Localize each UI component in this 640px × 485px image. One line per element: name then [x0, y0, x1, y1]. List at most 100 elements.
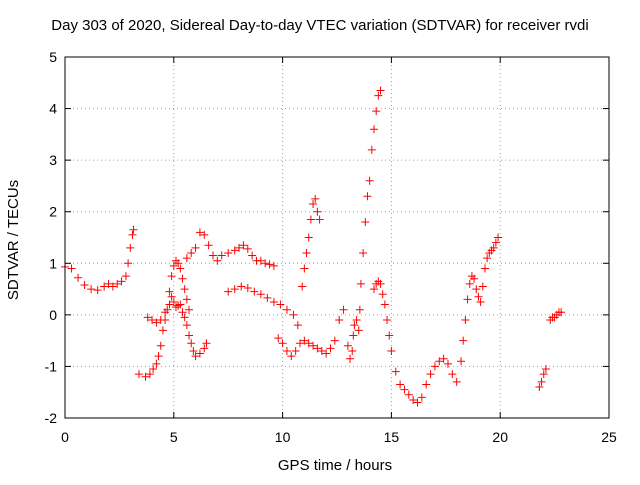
data-point: [256, 290, 265, 299]
data-point: [489, 243, 498, 252]
y-tick-label: 3: [49, 152, 57, 168]
data-point: [128, 230, 137, 239]
y-tick-label: 4: [49, 101, 57, 117]
y-axis-title: SDTVAR / TECUs: [5, 180, 22, 300]
y-tick-label: 5: [49, 49, 57, 65]
data-point: [343, 341, 352, 350]
data-point: [204, 241, 213, 250]
data-point: [476, 297, 485, 306]
data-point: [480, 264, 489, 273]
data-point: [298, 282, 307, 291]
data-point: [537, 377, 546, 386]
data-point: [435, 357, 444, 366]
data-point: [302, 248, 311, 257]
data-point: [354, 326, 363, 335]
data-point: [169, 297, 178, 306]
data-point: [361, 218, 370, 227]
data-point: [174, 301, 183, 310]
data-point: [189, 346, 198, 355]
data-point: [282, 305, 291, 314]
x-tick-label: 25: [601, 429, 617, 445]
data-point: [330, 336, 339, 345]
data-point: [185, 305, 194, 314]
data-point: [385, 331, 394, 340]
data-point: [74, 273, 83, 282]
data-point: [457, 357, 466, 366]
x-tick-label: 15: [384, 429, 400, 445]
data-point: [391, 367, 400, 376]
data-point: [365, 176, 374, 185]
data-point: [202, 339, 211, 348]
data-point: [174, 259, 183, 268]
data-point: [539, 370, 548, 379]
chart-title: Day 303 of 2020, Sidereal Day-to-day VTE…: [51, 17, 588, 34]
data-point: [148, 316, 157, 325]
data-point: [313, 207, 322, 216]
data-point: [169, 261, 178, 270]
data-point: [474, 292, 483, 301]
data-point: [224, 248, 233, 257]
data-point: [430, 362, 439, 371]
data-point: [404, 390, 413, 399]
data-point: [265, 260, 274, 269]
data-point: [104, 279, 113, 288]
data-point: [167, 292, 176, 301]
data-point: [230, 246, 239, 255]
data-point: [243, 284, 252, 293]
data-point: [369, 285, 378, 294]
data-point: [178, 308, 187, 317]
data-point: [237, 282, 246, 291]
data-point: [176, 264, 185, 273]
data-point: [470, 274, 479, 283]
data-point: [156, 316, 165, 325]
data-point: [287, 352, 296, 361]
data-point: [369, 125, 378, 134]
plot-frame: [64, 56, 610, 419]
y-tick-label: -2: [45, 410, 58, 426]
data-point: [346, 354, 355, 363]
data-point: [448, 370, 457, 379]
data-point: [417, 393, 426, 402]
data-point: [311, 194, 320, 203]
data-point: [108, 282, 117, 291]
data-point: [195, 228, 204, 237]
data-point: [367, 145, 376, 154]
data-point: [478, 282, 487, 291]
data-point: [359, 248, 368, 257]
data-point: [158, 326, 167, 335]
data-point: [230, 285, 239, 294]
data-point: [472, 285, 481, 294]
data-point: [494, 233, 503, 242]
data-point: [124, 259, 133, 268]
data-point: [387, 346, 396, 355]
data-point: [313, 344, 322, 353]
data-point: [180, 285, 189, 294]
data-point: [335, 316, 344, 325]
data-point: [459, 336, 468, 345]
data-point: [483, 254, 492, 263]
data-point: [256, 256, 265, 265]
data-point: [200, 230, 209, 239]
data-point: [217, 251, 226, 260]
data-point: [348, 346, 357, 355]
x-tick-label: 20: [492, 429, 508, 445]
data-point: [322, 349, 331, 358]
data-point: [156, 341, 165, 350]
data-point: [100, 282, 109, 291]
data-point: [250, 287, 259, 296]
data-point: [276, 300, 285, 309]
data-point: [291, 346, 300, 355]
data-point: [269, 297, 278, 306]
data-point: [300, 336, 309, 345]
data-point: [372, 107, 381, 116]
grid: [65, 57, 609, 418]
data-point: [185, 331, 194, 340]
y-tick-label: 0: [49, 307, 57, 323]
data-point: [443, 359, 452, 368]
data-point: [326, 344, 335, 353]
y-tick-label: 1: [49, 255, 57, 271]
data-point: [304, 233, 313, 242]
data-point: [383, 316, 392, 325]
